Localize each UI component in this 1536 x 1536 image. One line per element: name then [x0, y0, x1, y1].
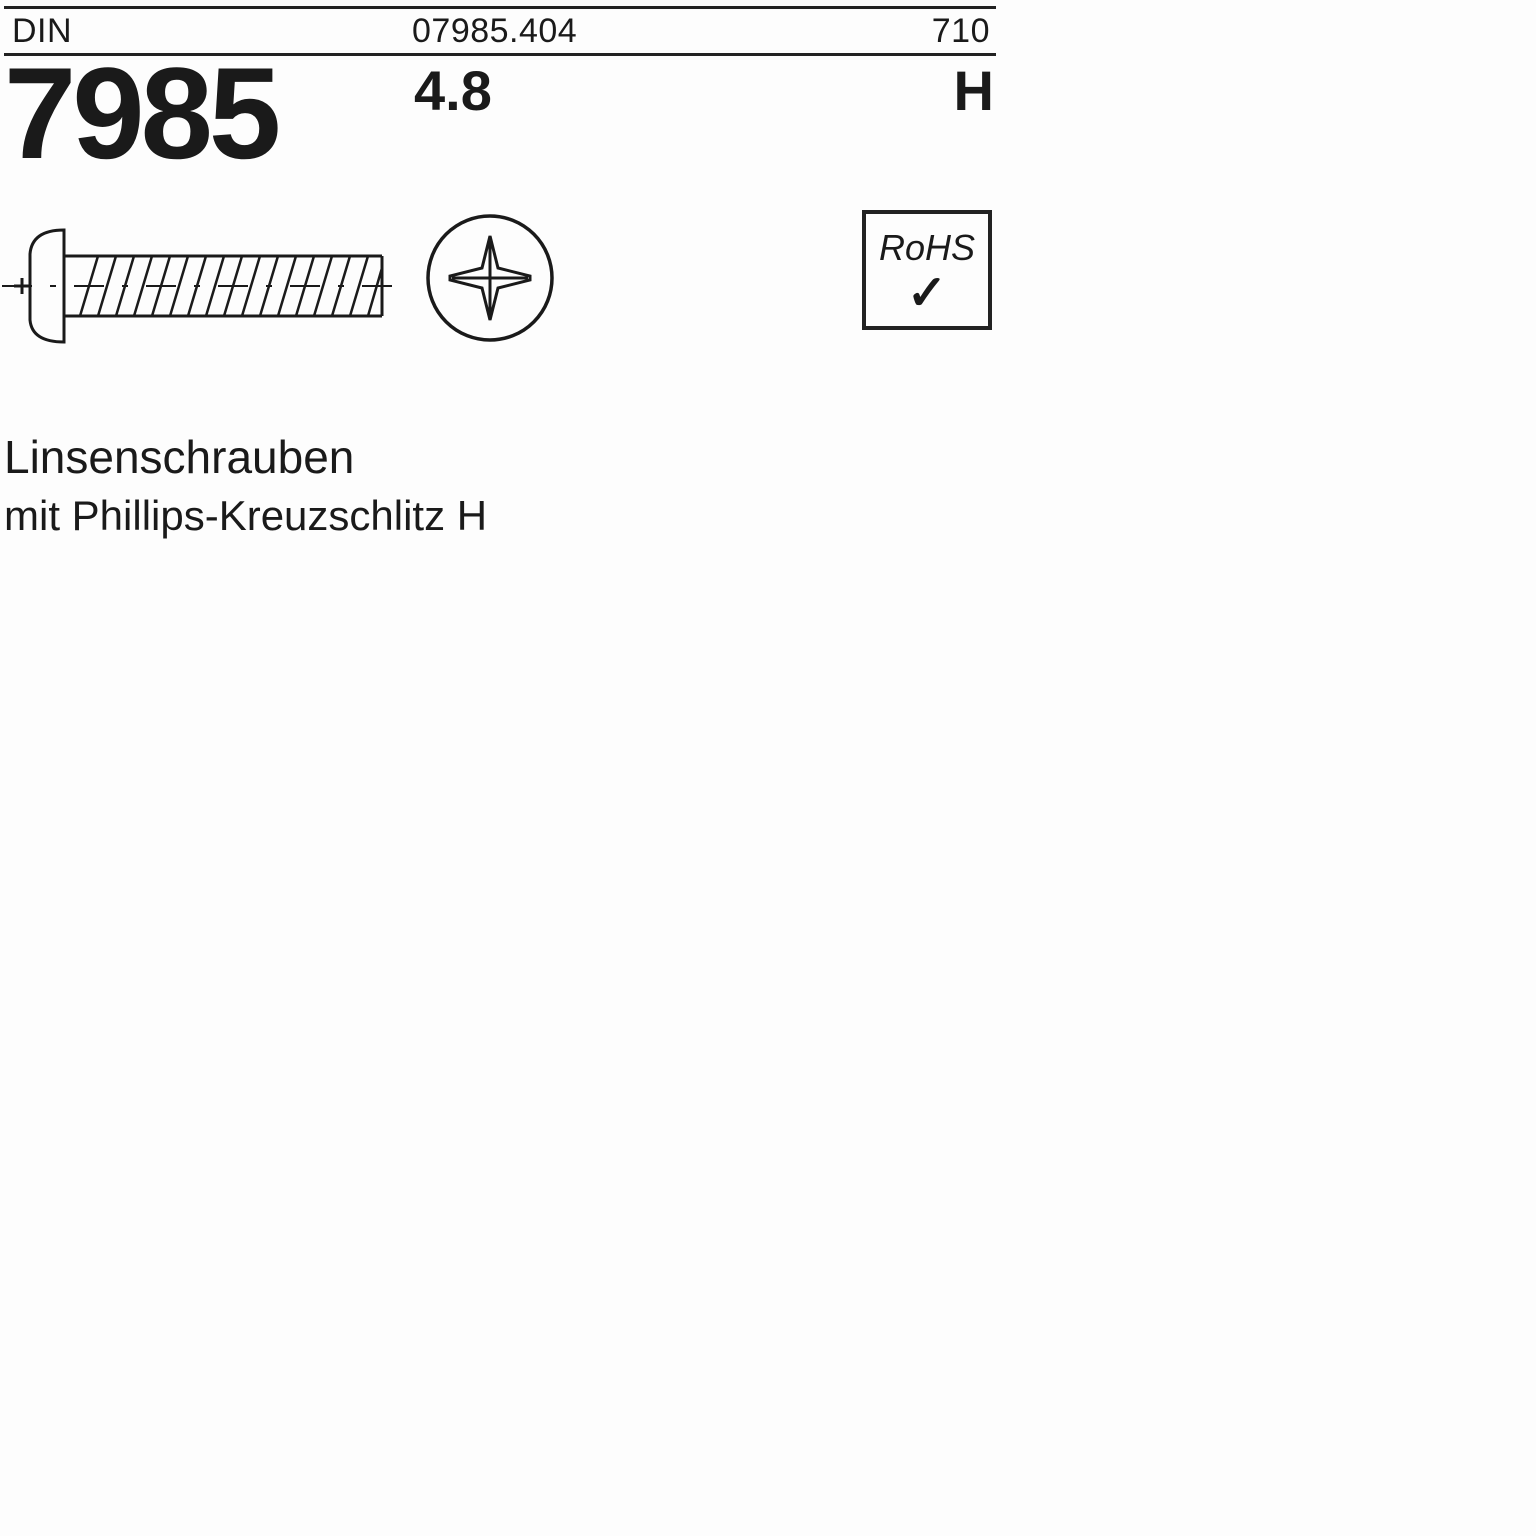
check-icon: ✓ — [907, 275, 947, 313]
header-cell-page: 710 — [886, 6, 996, 56]
header-mid-text: 07985.404 — [412, 12, 577, 51]
header-cell-code: 07985.404 — [406, 6, 886, 56]
property-class: 4.8 — [414, 58, 492, 123]
standard-number: 7985 — [4, 48, 277, 178]
rohs-label: RoHS — [879, 227, 975, 269]
drive-code: H — [954, 58, 994, 123]
product-subtitle: mit Phillips-Kreuzschlitz H — [4, 492, 487, 540]
screw-side-diagram — [2, 210, 402, 360]
spec-sheet: DIN 07985.404 710 7985 4.8 H — [0, 0, 1000, 1000]
rohs-badge: RoHS ✓ — [862, 210, 992, 330]
product-title: Linsenschrauben — [4, 430, 354, 484]
header-right-text: 710 — [932, 12, 990, 51]
screw-head-diagram — [420, 208, 560, 348]
